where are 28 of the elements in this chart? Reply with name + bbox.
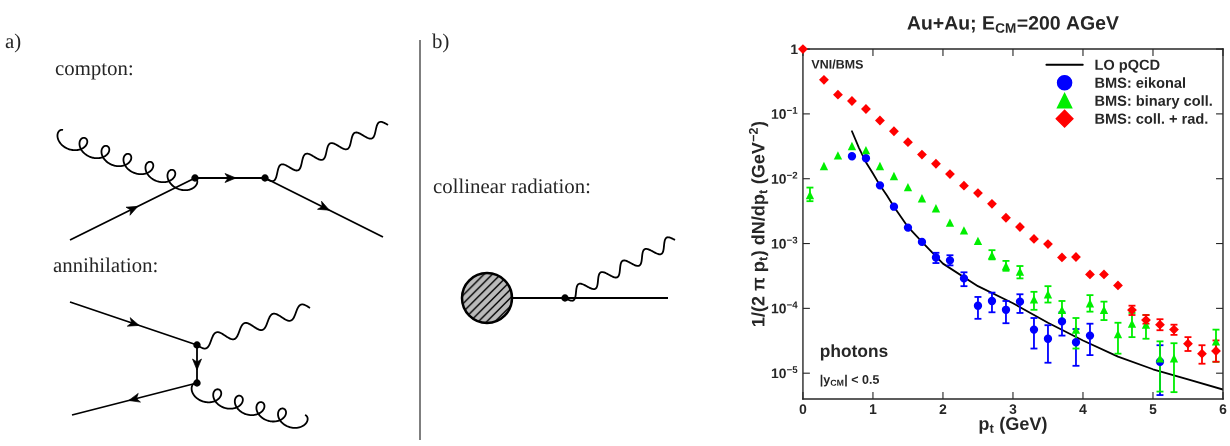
y-tick-label: 10$^{−2}$: [771, 171, 798, 184]
annotation: VNI/BMS: [811, 59, 863, 69]
legend-label: BMS: binary coll.: [1095, 95, 1212, 109]
text: collinear radiation:: [433, 178, 590, 194]
text: annihilation:: [53, 257, 157, 273]
legend-label: BMS: coll. + rad.: [1095, 113, 1208, 124]
x-tick-label: 6: [1219, 404, 1227, 415]
legend-label: LO pQCD: [1095, 59, 1160, 73]
y-tick-label: 1: [791, 44, 798, 55]
annotation: |y$_{CM}$| < 0.5: [820, 374, 880, 387]
x-tick-label: 2: [939, 404, 947, 414]
text: a): [5, 33, 21, 53]
x-axis-title: p$_{t}$ (GeV): [979, 416, 1047, 434]
chart-title: Au+Au; E$_{CM}$=200 AGeV: [907, 16, 1119, 33]
x-tick-label: 4: [1079, 404, 1087, 414]
y-axis-title: 1/(2 π p$_{t}$) dN/dp$_{t}$ (GeV$^{−2}$): [748, 121, 769, 326]
text: compton:: [55, 63, 132, 80]
legend-label: BMS: eikonal: [1095, 77, 1186, 88]
annotation: photons: [820, 344, 888, 361]
y-tick-label: 10$^{−4}$: [771, 301, 798, 314]
y-tick-label: 10$^{−1}$: [771, 106, 798, 119]
x-tick-label: 1: [869, 404, 877, 414]
x-tick-label: 3: [1009, 404, 1017, 415]
x-tick-label: 5: [1149, 404, 1157, 415]
x-tick-label: 0: [799, 404, 807, 415]
y-tick-label: 10$^{−5}$: [771, 366, 798, 379]
y-tick-label: 10$^{−3}$: [771, 236, 798, 249]
text: b): [432, 33, 449, 53]
